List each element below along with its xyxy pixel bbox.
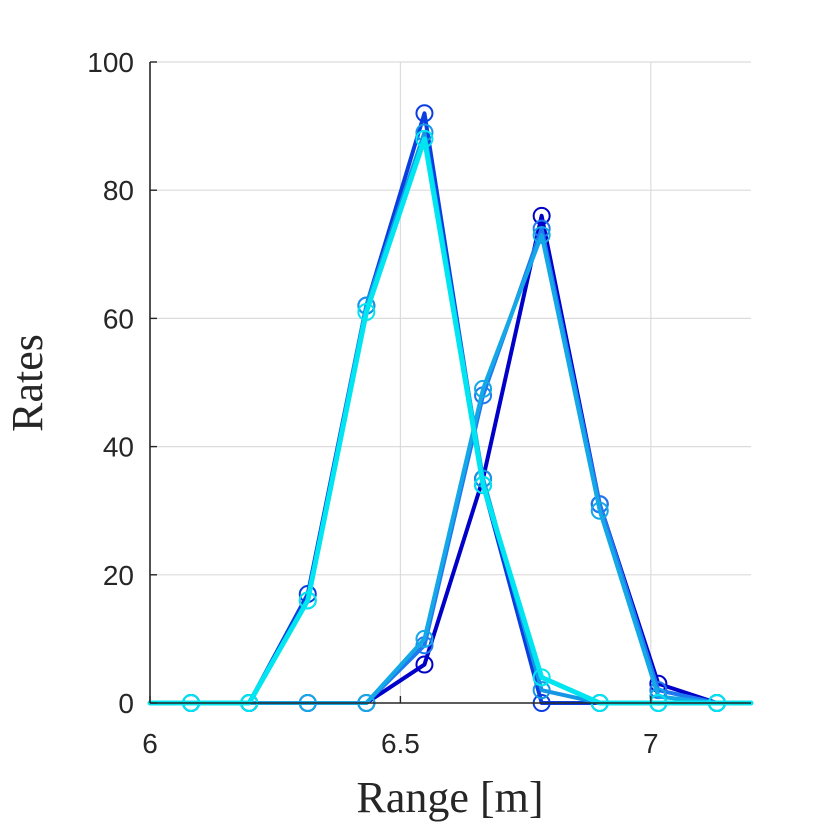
series-5-point: [590, 501, 609, 520]
series-2: [148, 104, 753, 712]
y-tick-label: 20: [103, 560, 134, 591]
x-tick-label: 6.5: [381, 728, 420, 759]
grid: [150, 61, 751, 703]
y-tick-label: 80: [103, 175, 134, 206]
x-axis-title: Range [m]: [357, 773, 544, 822]
series-6-line: [147, 136, 754, 706]
series-2-point: [415, 104, 434, 123]
series-5-point: [532, 226, 551, 245]
series-4-line: [148, 130, 753, 705]
y-tick-label: 60: [103, 303, 134, 334]
y-axis-title: Rates: [3, 334, 52, 432]
y-tick-label: 40: [103, 432, 134, 463]
axes: [149, 62, 751, 704]
series-layer: [147, 104, 754, 712]
series-6-point: [474, 476, 493, 495]
series-5-point: [415, 629, 434, 648]
series-6-point: [415, 129, 434, 148]
series-1-point: [415, 655, 434, 674]
series-6-point: [298, 591, 317, 610]
series-6-point: [532, 668, 551, 687]
series-4-point: [532, 681, 551, 700]
series-6-point: [357, 302, 376, 321]
series-2-line: [148, 111, 753, 705]
series-5-point: [474, 379, 493, 398]
x-tick-label: 7: [643, 728, 659, 759]
series-6: [147, 129, 754, 712]
y-tick-label: 100: [87, 47, 134, 78]
y-tick-label: 0: [118, 688, 134, 719]
series-4: [148, 123, 753, 712]
x-tick-label: 6: [142, 728, 158, 759]
tick-labels: 6 6.5 7 0 20 40 60 80 100: [87, 47, 658, 759]
series-1-point: [532, 206, 551, 225]
